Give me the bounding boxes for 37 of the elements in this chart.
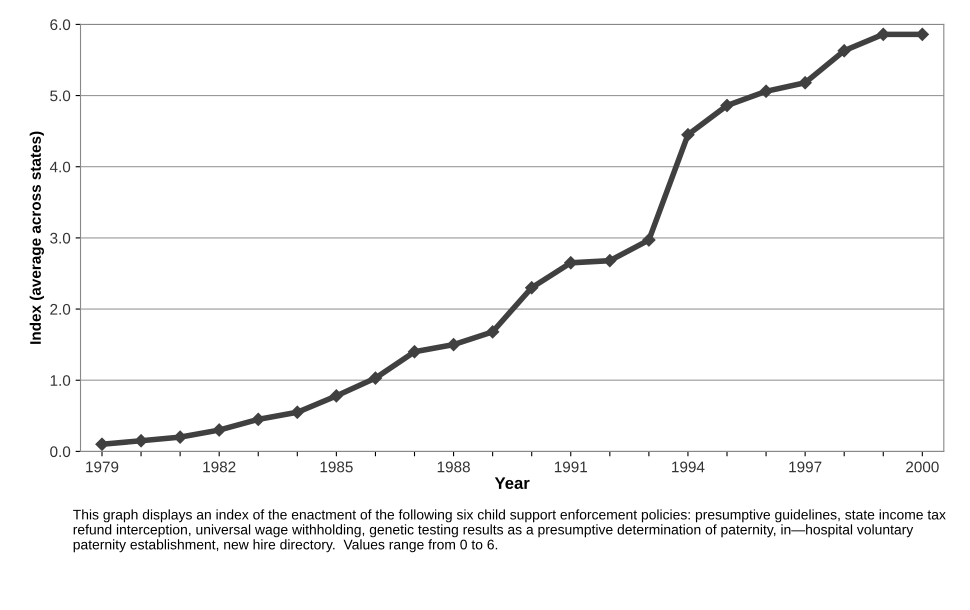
x-tick-label: 1994 (672, 462, 704, 472)
point (252, 412, 265, 426)
point (838, 44, 851, 58)
y-tick-label: 2.0 (50, 304, 70, 315)
y-tick-label: 6.0 (50, 19, 70, 30)
point (876, 28, 890, 41)
point (290, 406, 304, 419)
point (330, 389, 343, 402)
y-tick-label: 5.0 (50, 90, 70, 102)
x-axis-title: Year (494, 477, 530, 489)
x-tick-label: 1985 (320, 462, 353, 472)
x-tick-label: 1979 (86, 462, 118, 472)
point (681, 128, 695, 142)
x-tick-label: 2000 (906, 462, 939, 472)
point (174, 430, 187, 444)
y-tick-label: 0.0 (50, 446, 70, 458)
point (564, 256, 578, 270)
y-tick-label: 1.0 (50, 375, 70, 386)
point (525, 281, 538, 294)
point (603, 254, 616, 268)
point (446, 338, 460, 352)
text: This graph displays an index of the enactment of the following six child support enforcement policies: presumptive guidelines, state income tax refund interception, universal wage withholding, genetic testing results as a presumptive determination of paternity, in—hospital voluntary paternity establishment, new hire directory. Values range from 0 to 6. (73, 509, 946, 552)
point (212, 423, 226, 437)
point (408, 345, 422, 358)
point (759, 84, 773, 98)
y-tick-label: 3.0 (50, 232, 70, 244)
point (720, 98, 734, 112)
x-tick-label: 1982 (203, 462, 236, 472)
x-tick-label: 1997 (789, 462, 822, 472)
x-tick-label: 1988 (438, 462, 470, 472)
point (368, 372, 382, 385)
point (642, 233, 656, 247)
point (486, 325, 500, 338)
y-tick-label: 4.0 (50, 162, 70, 172)
y-axis-title: Index (average across states) (30, 132, 44, 344)
point (798, 76, 812, 90)
x-tick-label: 1991 (554, 462, 588, 472)
